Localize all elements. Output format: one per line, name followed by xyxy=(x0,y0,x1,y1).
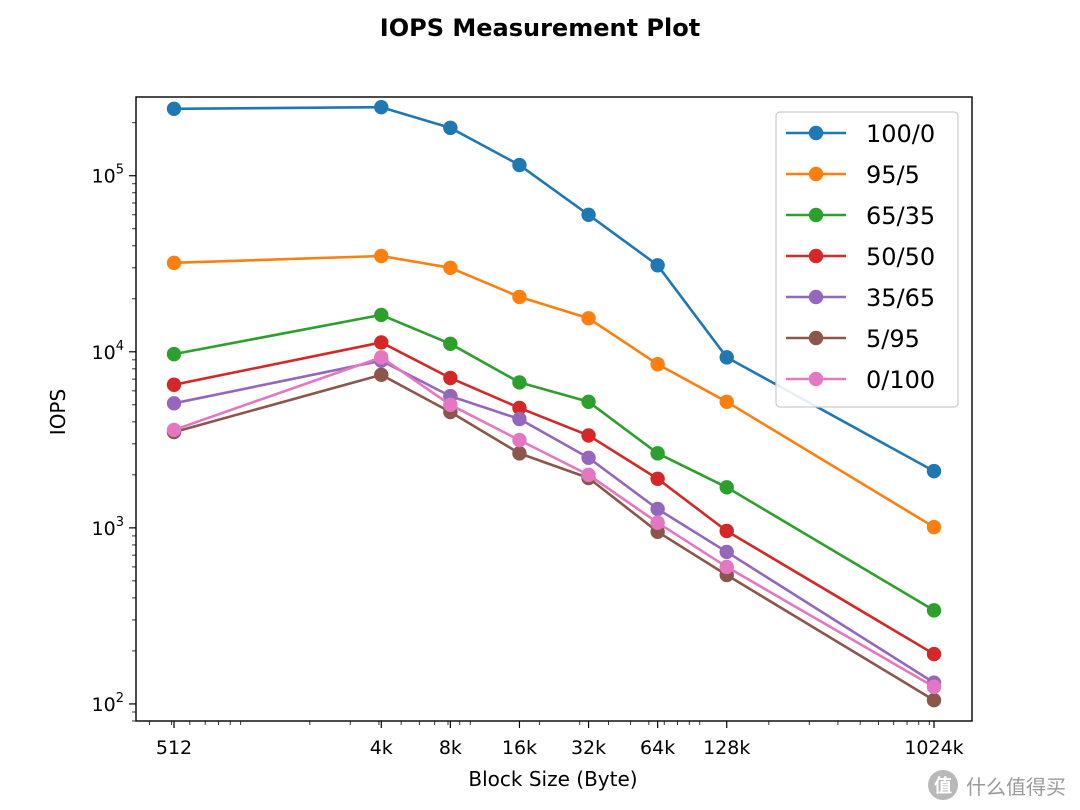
data-point xyxy=(512,446,527,461)
data-point xyxy=(374,307,389,323)
series-65-35 xyxy=(166,307,942,618)
series-line xyxy=(173,341,935,656)
legend-item: 100/0 xyxy=(786,120,935,148)
data-point xyxy=(719,480,734,495)
data-point xyxy=(926,646,942,662)
data-point xyxy=(581,450,596,466)
x-tick-label: 4k xyxy=(370,737,393,759)
series-line xyxy=(173,373,935,702)
x-tick-label: 512 xyxy=(156,737,192,759)
data-point xyxy=(443,397,458,413)
legend-item: 5/95 xyxy=(786,325,920,353)
data-point xyxy=(650,515,665,530)
legend-item: 35/65 xyxy=(786,284,935,312)
data-point xyxy=(719,523,734,539)
data-point xyxy=(443,336,458,352)
series-95-5 xyxy=(166,248,942,535)
data-point xyxy=(443,260,458,275)
x-tick-label: 128k xyxy=(703,737,750,759)
series-5-95 xyxy=(166,367,942,708)
plot-frame xyxy=(135,96,973,722)
data-point xyxy=(512,375,527,390)
legend-item: 95/5 xyxy=(786,161,920,189)
data-point xyxy=(926,693,942,708)
data-point xyxy=(374,248,389,264)
data-point xyxy=(374,367,389,383)
data-point xyxy=(443,120,458,136)
data-point xyxy=(926,519,942,535)
data-point xyxy=(650,501,665,517)
y-tick-label: 102 xyxy=(92,691,124,716)
series-line xyxy=(173,313,935,612)
legend-label: 0/100 xyxy=(866,366,935,394)
legend-item: 65/35 xyxy=(786,202,935,230)
watermark: 值 什么值得买 xyxy=(928,770,1066,800)
legend-item: 0/100 xyxy=(786,366,935,394)
data-point xyxy=(719,394,734,410)
series-100-0 xyxy=(166,100,942,479)
data-point xyxy=(374,350,389,365)
data-point xyxy=(166,396,182,411)
data-point xyxy=(926,463,942,479)
data-point xyxy=(512,411,527,427)
data-point xyxy=(719,350,734,365)
data-point xyxy=(581,467,596,483)
chart-title: IOPS Measurement Plot xyxy=(380,14,700,42)
y-axis: 102 103 104 105 xyxy=(92,122,136,722)
data-point xyxy=(719,559,734,575)
data-point xyxy=(166,255,182,271)
series-line xyxy=(173,254,935,529)
watermark-logo-icon: 值 xyxy=(928,770,958,800)
data-point xyxy=(166,422,182,438)
data-point xyxy=(443,370,458,386)
legend-label: 50/50 xyxy=(866,243,935,271)
data-point xyxy=(581,394,596,410)
legend-box xyxy=(775,111,959,408)
data-point xyxy=(512,157,527,173)
y-tick-label: 103 xyxy=(92,515,124,540)
data-point xyxy=(581,428,596,443)
legend-label: 65/35 xyxy=(866,202,935,230)
x-axis-label: Block Size (Byte) xyxy=(468,767,637,791)
x-axis: 512 4k 8k 16k 32k 64k 128k 1024k xyxy=(148,721,964,759)
x-tick-label: 8k xyxy=(439,737,462,759)
y-axis-label: IOPS xyxy=(46,389,70,435)
data-point xyxy=(719,544,734,560)
data-point xyxy=(512,289,527,305)
x-tick-label: 32k xyxy=(571,737,606,759)
legend-label: 5/95 xyxy=(866,325,920,353)
data-point xyxy=(650,446,665,461)
data-point xyxy=(581,311,596,326)
legend: 100/0 95/5 65/35 50/50 35/65 5/95 0/100 xyxy=(775,111,959,408)
data-point xyxy=(512,432,527,448)
legend-label: 95/5 xyxy=(866,161,920,189)
legend-label: 35/65 xyxy=(866,284,935,312)
data-point xyxy=(374,100,389,115)
series-0-100 xyxy=(166,350,942,695)
plot-area xyxy=(135,96,973,722)
legend-item: 50/50 xyxy=(786,243,935,271)
x-tick-label: 16k xyxy=(502,737,537,759)
data-point xyxy=(926,679,942,695)
data-point xyxy=(166,346,182,362)
data-point xyxy=(374,335,389,350)
watermark-text: 什么值得买 xyxy=(966,774,1066,799)
y-tick-label: 104 xyxy=(92,339,124,364)
x-tick-label: 64k xyxy=(640,737,675,759)
data-point xyxy=(650,471,665,486)
data-point xyxy=(581,207,596,222)
data-point xyxy=(166,377,182,392)
series-line xyxy=(173,105,935,473)
series-line xyxy=(173,356,935,688)
data-point xyxy=(650,357,665,372)
x-tick-label: 1024k xyxy=(904,737,963,759)
series-50-50 xyxy=(166,335,942,662)
data-point xyxy=(166,101,182,116)
data-point xyxy=(926,603,942,618)
y-tick-label: 105 xyxy=(92,163,124,188)
legend-label: 100/0 xyxy=(866,120,935,148)
data-point xyxy=(650,258,665,273)
data-point xyxy=(512,400,527,416)
